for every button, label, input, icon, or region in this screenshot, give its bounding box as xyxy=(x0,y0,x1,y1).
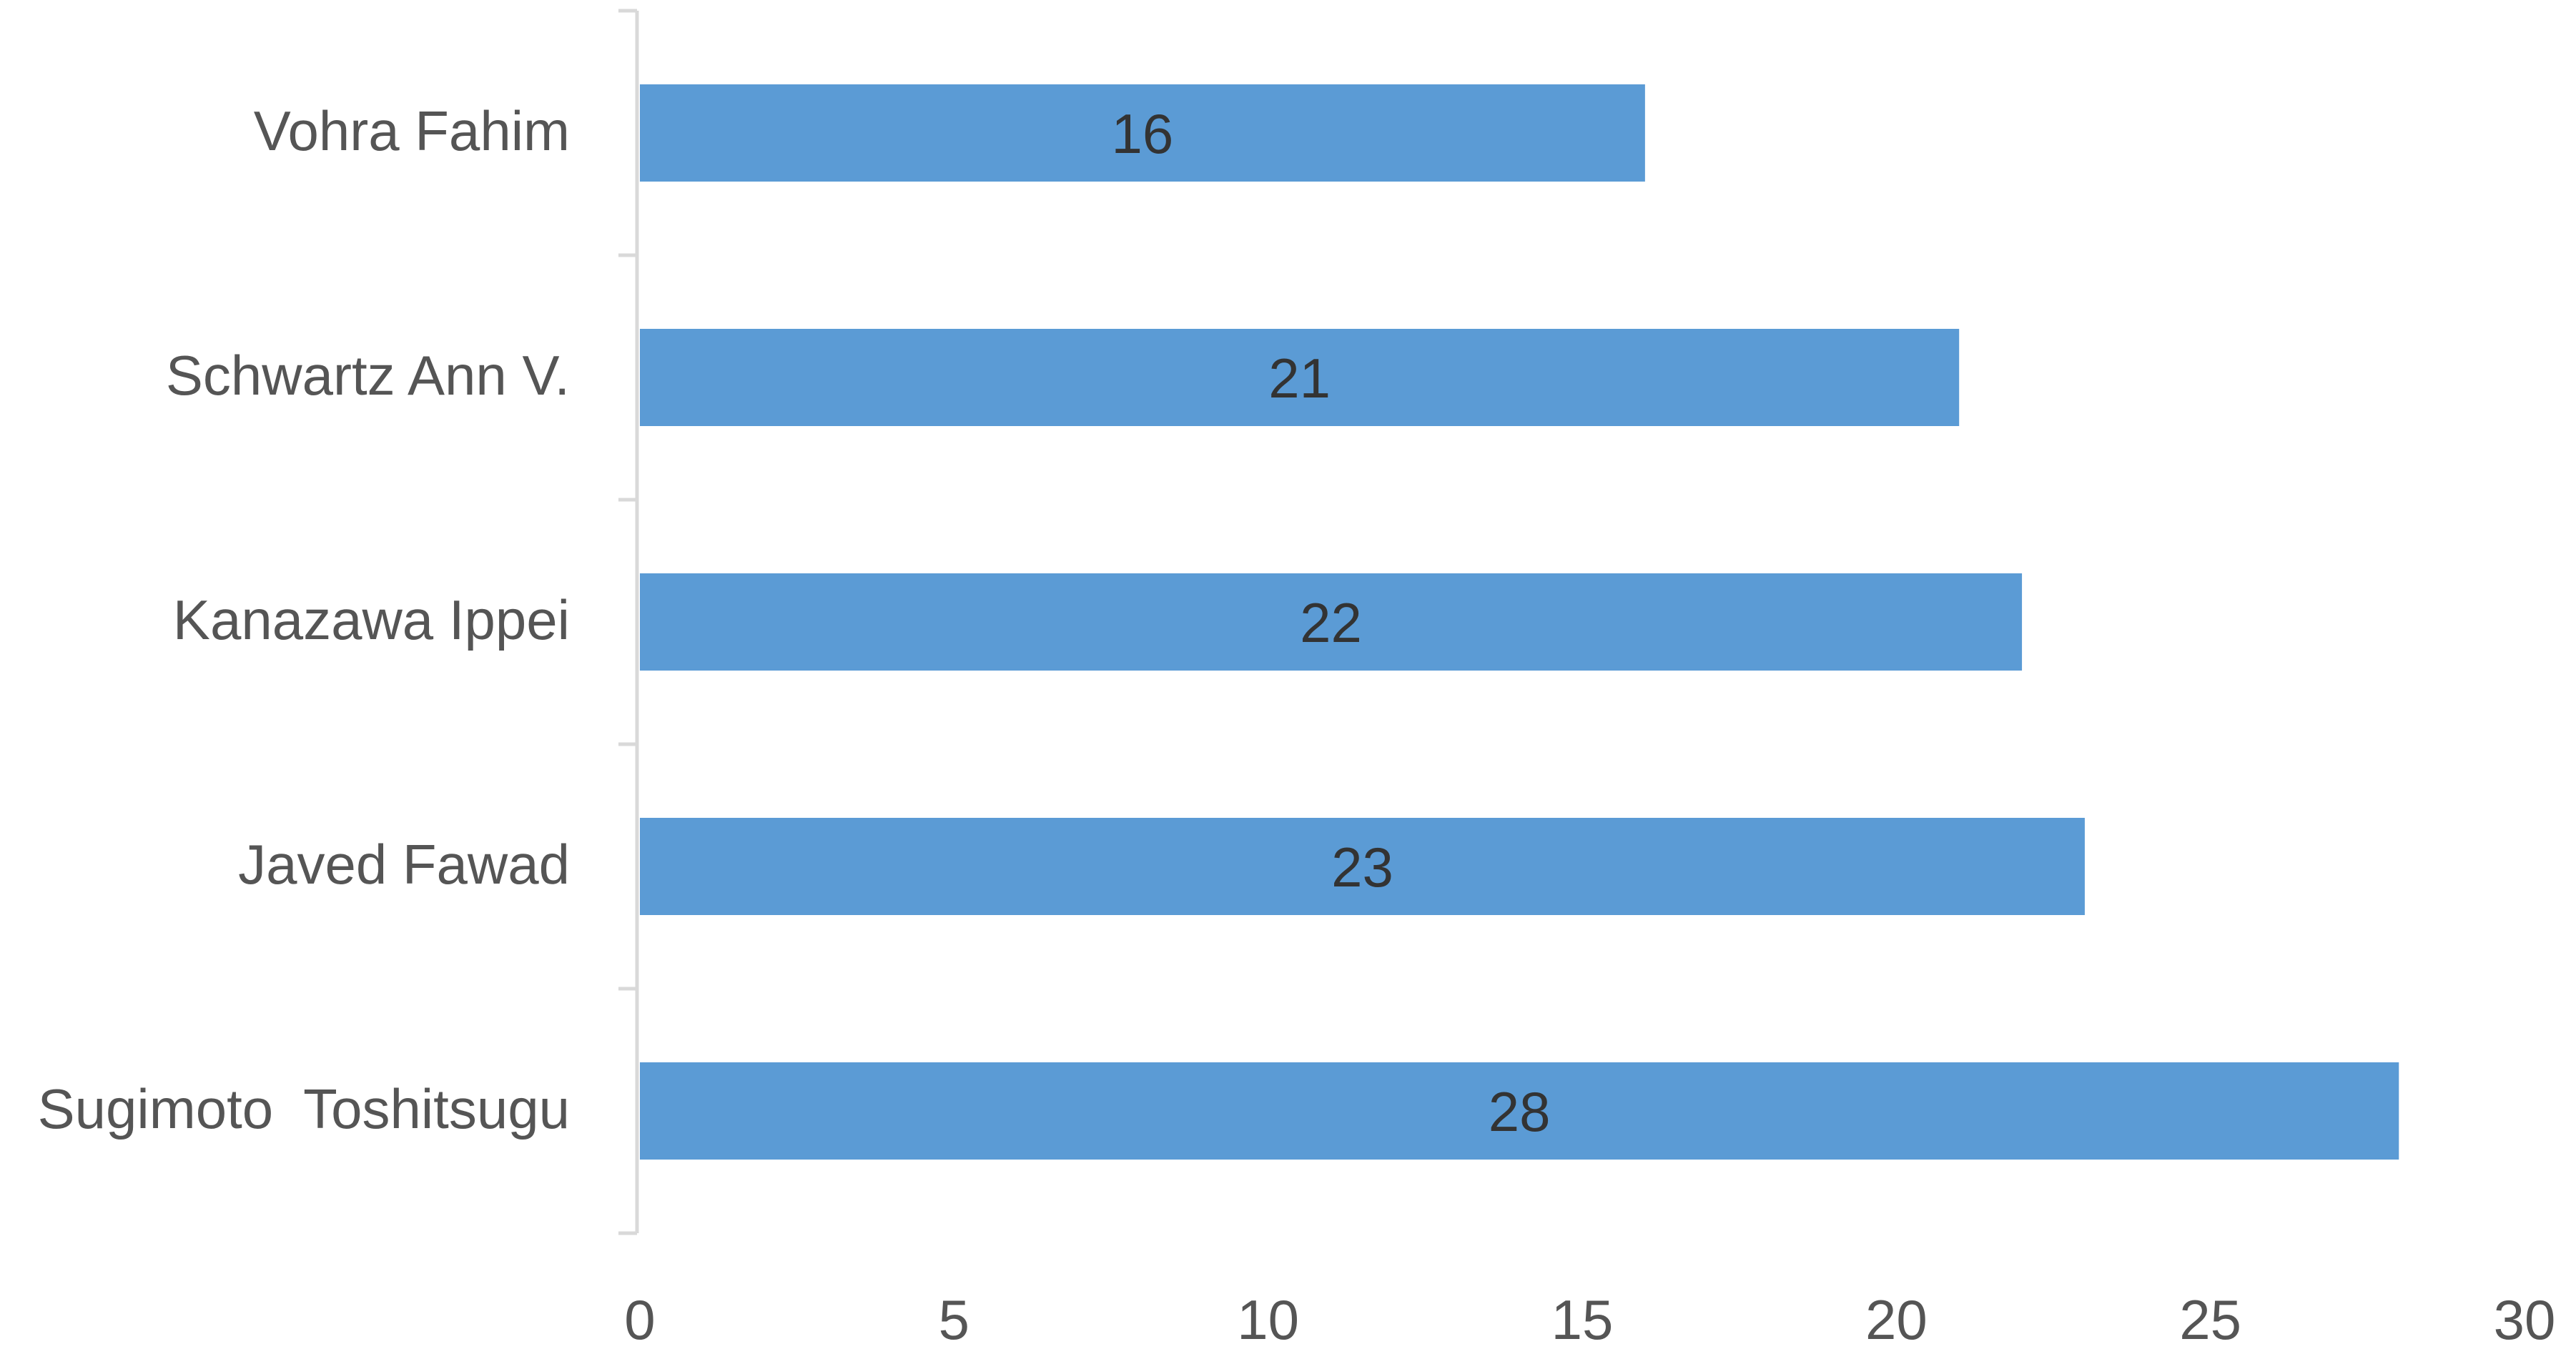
y-axis xyxy=(618,9,639,1235)
x-tick-label: 25 xyxy=(2179,1288,2241,1349)
data-labels-group: 16 21 22 23 28 xyxy=(1112,102,1551,1143)
x-tick-label: 10 xyxy=(1237,1288,1299,1349)
bar xyxy=(640,84,1645,182)
data-label: 28 xyxy=(1489,1080,1551,1143)
bar xyxy=(640,818,2085,915)
x-tick-label: 15 xyxy=(1551,1288,1614,1349)
x-tick-label: 5 xyxy=(939,1288,969,1349)
bar xyxy=(640,1062,2399,1160)
bar xyxy=(640,573,2023,671)
category-labels-group: Vohra Fahim Schwartz Ann V. Kanazawa Ippei… xyxy=(38,99,570,1140)
x-tick-label: 20 xyxy=(1865,1288,1928,1349)
x-tick-label: 30 xyxy=(2494,1288,2556,1349)
bars-group xyxy=(640,84,2399,1160)
category-label: Kanazawa Ippei xyxy=(173,588,570,651)
bar xyxy=(640,329,1960,426)
x-tick-label: 0 xyxy=(624,1288,655,1349)
data-label: 23 xyxy=(1331,836,1393,899)
data-label: 21 xyxy=(1268,347,1331,410)
data-label: 22 xyxy=(1300,591,1362,654)
category-label: Schwartz Ann V. xyxy=(166,344,570,407)
category-label: Vohra Fahim xyxy=(254,99,570,162)
data-label: 16 xyxy=(1112,102,1174,165)
x-axis-tick-labels: 0 5 10 15 20 25 30 xyxy=(624,1288,2555,1349)
category-label: Sugimoto Toshitsugu xyxy=(38,1077,570,1140)
category-label: Javed Fawad xyxy=(238,833,570,896)
